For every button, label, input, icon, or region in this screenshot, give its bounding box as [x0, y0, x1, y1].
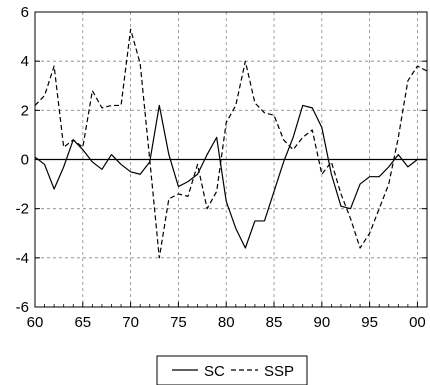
x-tick-label: 80 — [218, 314, 235, 331]
y-axis-labels: -6 -4 -2 0 2 4 6 — [16, 4, 29, 316]
legend-label-ssp: SSP — [264, 363, 294, 380]
x-tick-label: 85 — [266, 314, 283, 331]
grid — [35, 12, 427, 307]
x-tick-label: 95 — [361, 314, 378, 331]
x-tick-label: 60 — [27, 314, 44, 331]
y-tick-label: 4 — [21, 53, 29, 70]
y-tick-label: -2 — [16, 201, 29, 218]
y-tick-label: 2 — [21, 102, 29, 119]
x-tick-label: 65 — [74, 314, 91, 331]
tick-marks — [34, 11, 427, 308]
x-tick-label: 00 — [409, 314, 426, 331]
y-tick-label: 6 — [21, 4, 29, 21]
legend: SC SSP — [156, 355, 308, 385]
y-tick-label: -6 — [16, 299, 29, 316]
x-tick-label: 70 — [122, 314, 139, 331]
series-layer — [34, 28, 428, 259]
series-line-sc — [34, 104, 427, 249]
legend-label-sc: SC — [204, 363, 225, 380]
series-line-ssp — [34, 28, 428, 259]
y-tick-label: 0 — [21, 152, 29, 169]
x-tick-label: 75 — [170, 314, 187, 331]
y-tick-label: -4 — [16, 250, 29, 267]
x-tick-label: 90 — [313, 314, 330, 331]
x-axis-labels: 60 65 70 75 80 85 90 95 00 — [27, 314, 426, 331]
